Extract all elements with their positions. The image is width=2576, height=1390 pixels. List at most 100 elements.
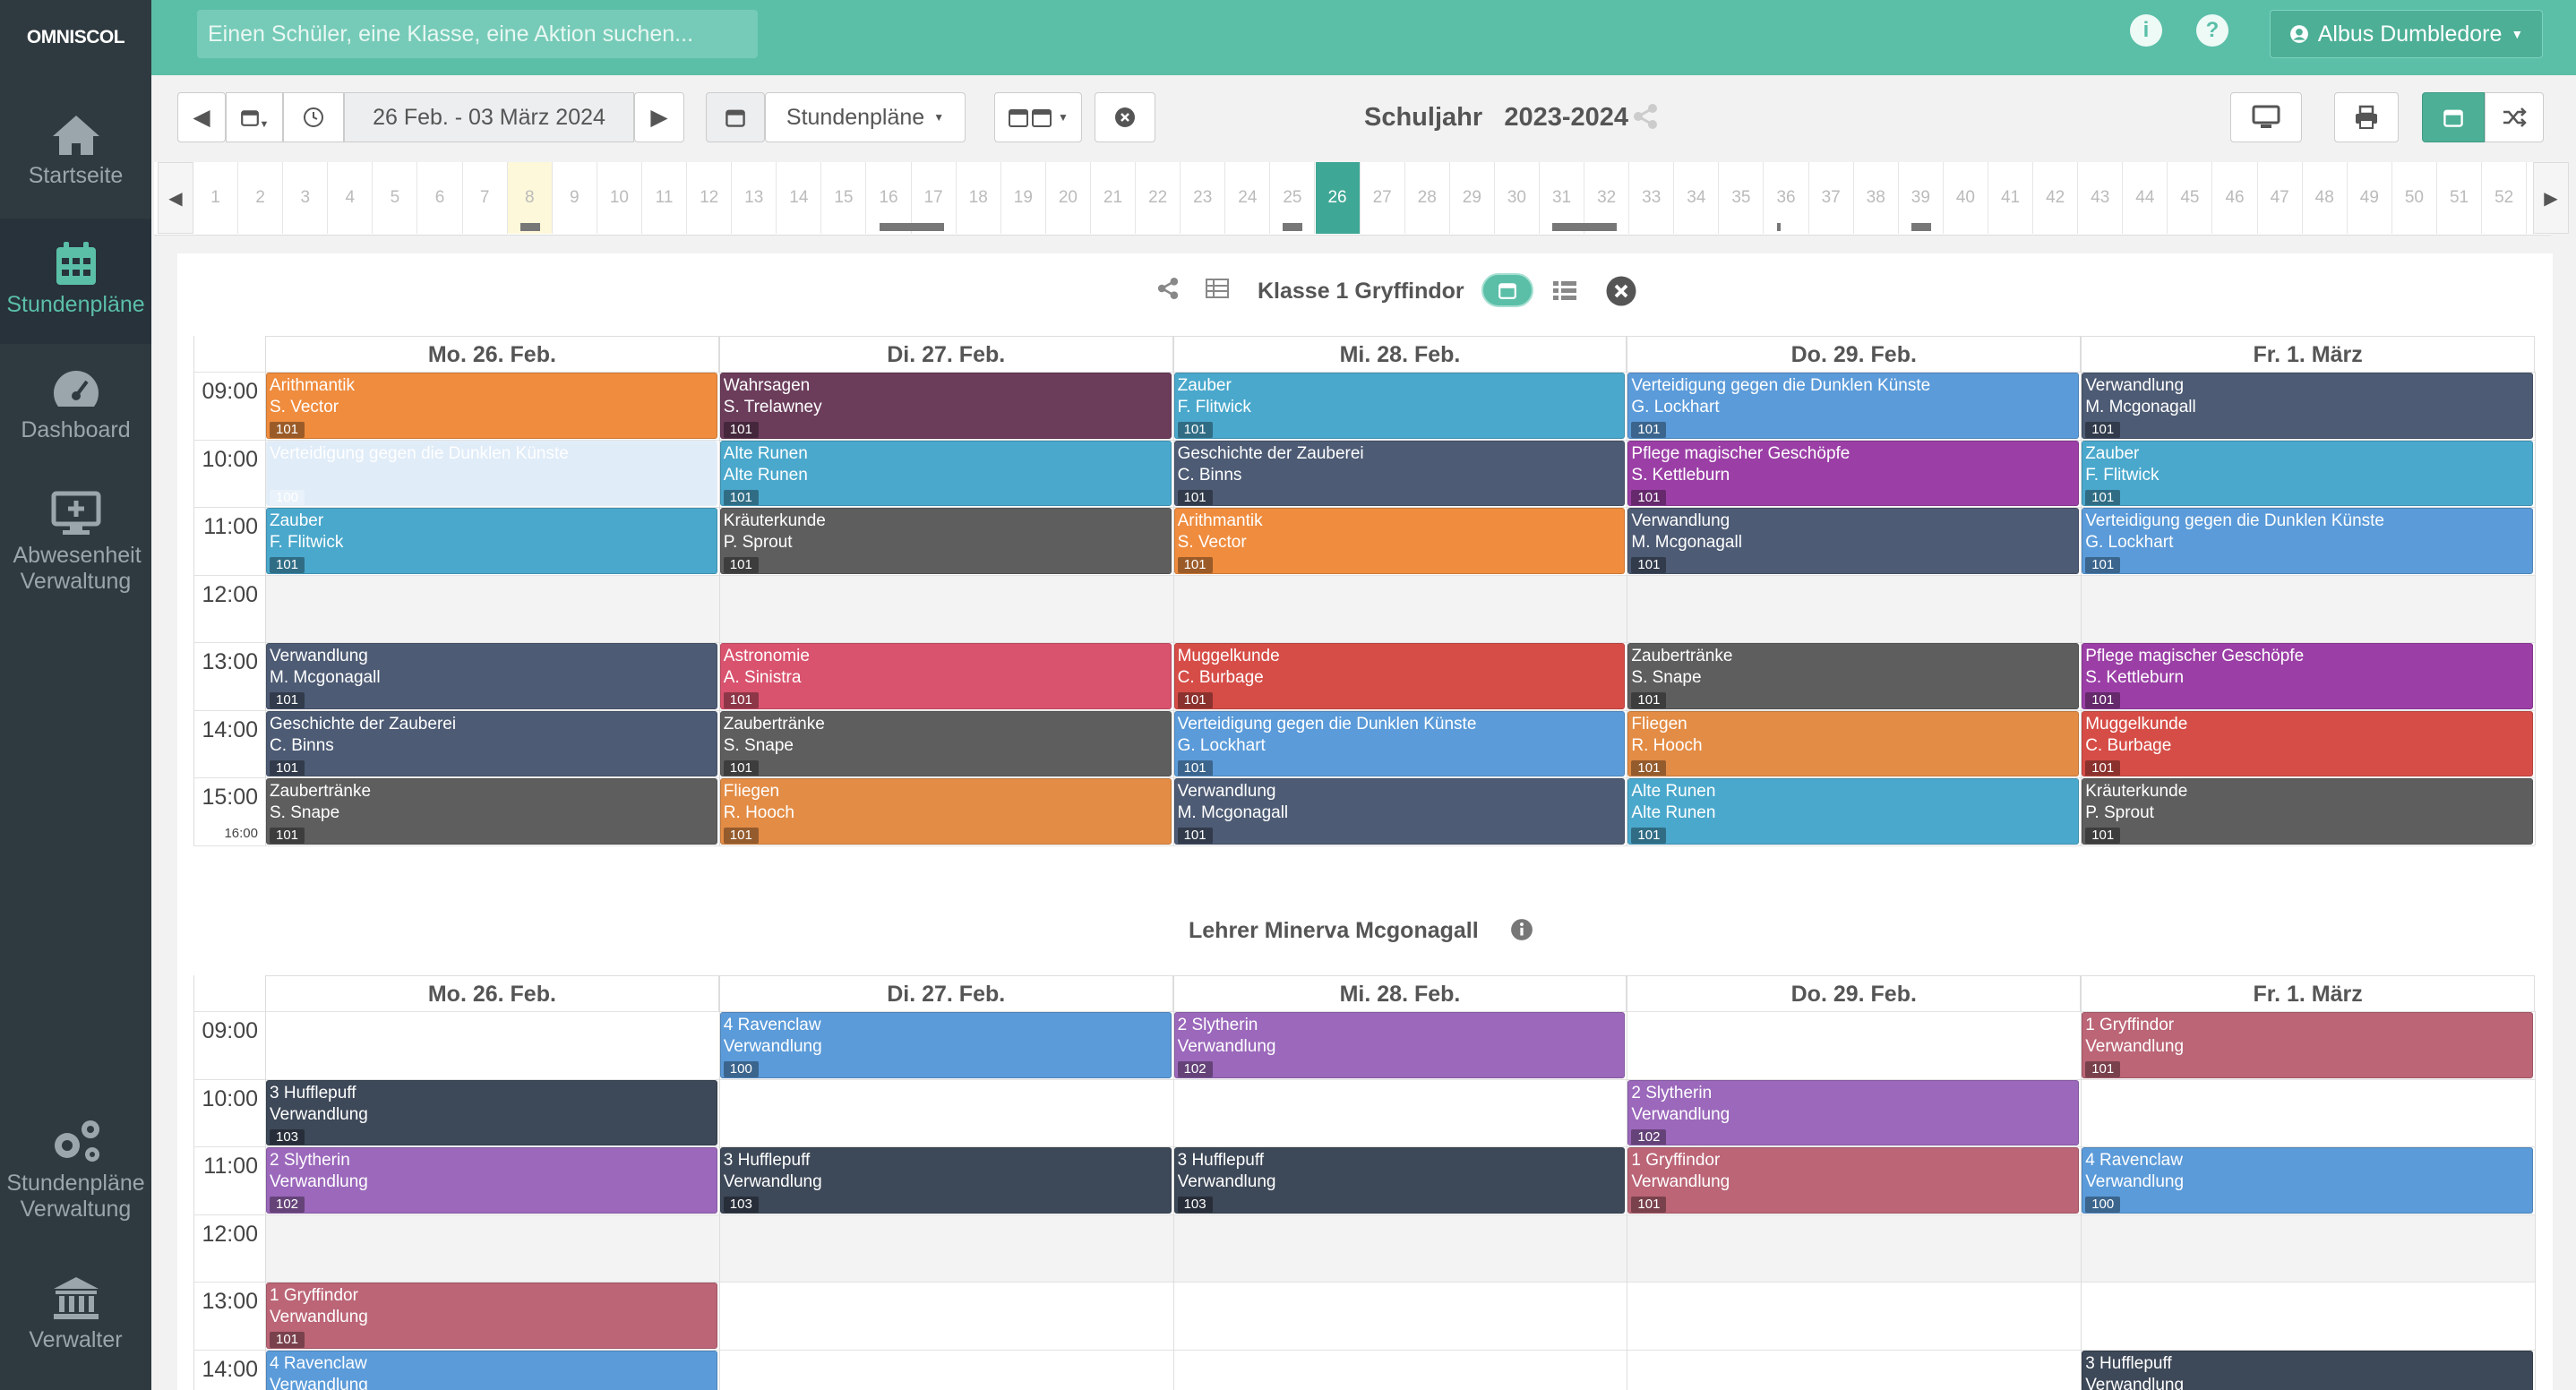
- week-4[interactable]: 4: [328, 162, 374, 234]
- week-39[interactable]: 39: [1899, 162, 1944, 234]
- timetable-event[interactable]: Muggelkunde C. Burbage 101: [2082, 710, 2533, 777]
- week-21[interactable]: 21: [1091, 162, 1137, 234]
- week-10[interactable]: 10: [597, 162, 642, 234]
- timetable-event[interactable]: Zaubertränke S. Snape 101: [719, 710, 1172, 777]
- week-34[interactable]: 34: [1674, 162, 1720, 234]
- timetable-event[interactable]: Kräuterkunde P. Sprout 101: [719, 508, 1172, 574]
- week-17[interactable]: 17: [912, 162, 957, 234]
- timetable-event[interactable]: 1 Gryffindor Verwandlung 101: [266, 1283, 717, 1349]
- timetable-event[interactable]: Alte Runen Alte Runen 101: [1627, 778, 2080, 845]
- timetable-event[interactable]: Muggelkunde C. Burbage 101: [1173, 643, 1626, 709]
- week-26[interactable]: 26: [1315, 162, 1361, 234]
- timetable-event[interactable]: Astronomie A. Sinistra 101: [719, 643, 1172, 709]
- week-30[interactable]: 30: [1495, 162, 1540, 234]
- sidebar-item-abwesenheit[interactable]: Abwesenheit Verwaltung: [0, 491, 151, 595]
- week-44[interactable]: 44: [2123, 162, 2168, 234]
- week-51[interactable]: 51: [2437, 162, 2483, 234]
- week-23[interactable]: 23: [1181, 162, 1226, 234]
- timetable-event[interactable]: Verteidigung gegen die Dunklen Künste G. …: [1627, 373, 2080, 439]
- week-43[interactable]: 43: [2078, 162, 2124, 234]
- info-icon[interactable]: [1510, 918, 1533, 941]
- shuffle-button[interactable]: [2485, 92, 2544, 142]
- timetable-event[interactable]: Zauber F. Flitwick 101: [1173, 373, 1626, 439]
- week-scroll-left-button[interactable]: ◀: [158, 162, 193, 234]
- week-11[interactable]: 11: [642, 162, 688, 234]
- timetable-event[interactable]: Geschichte der Zauberei C. Binns 101: [1173, 440, 1626, 506]
- info-icon[interactable]: i: [2130, 14, 2162, 47]
- close-all-button[interactable]: [1095, 92, 1155, 142]
- sidebar-item-stundenplaene[interactable]: Stundenpläne: [0, 219, 151, 344]
- timetable-event[interactable]: Zaubertränke S. Snape 101: [1627, 643, 2080, 709]
- close-timetable-button[interactable]: [1605, 275, 1637, 307]
- timetable-event[interactable]: 2 Slytherin Verwandlung 102: [1627, 1079, 2080, 1145]
- week-14[interactable]: 14: [777, 162, 822, 234]
- week-1[interactable]: 1: [193, 162, 239, 234]
- week-37[interactable]: 37: [1809, 162, 1854, 234]
- week-19[interactable]: 19: [1001, 162, 1046, 234]
- timetable-event[interactable]: Verteidigung gegen die Dunklen Künste G. …: [2082, 508, 2533, 574]
- week-38[interactable]: 38: [1854, 162, 1899, 234]
- week-47[interactable]: 47: [2258, 162, 2303, 234]
- timetable-event[interactable]: 2 Slytherin Verwandlung 102: [1173, 1012, 1626, 1078]
- week-41[interactable]: 41: [1988, 162, 2034, 234]
- timetable-event[interactable]: Verwandlung M. Mcgonagall 101: [1627, 508, 2080, 574]
- timetable-event[interactable]: Fliegen R. Hooch 101: [719, 778, 1172, 845]
- week-13[interactable]: 13: [732, 162, 777, 234]
- week-50[interactable]: 50: [2392, 162, 2437, 234]
- timetable-event[interactable]: 1 Gryffindor Verwandlung 101: [1627, 1147, 2080, 1214]
- share-icon[interactable]: [1633, 103, 1658, 134]
- clock-button[interactable]: [283, 92, 344, 142]
- week-28[interactable]: 28: [1405, 162, 1450, 234]
- timetable-event[interactable]: Pflege magischer Geschöpfe S. Kettleburn 1…: [2082, 643, 2533, 709]
- app-logo[interactable]: OMNISCOL: [0, 0, 151, 75]
- week-40[interactable]: 40: [1944, 162, 1988, 234]
- sidebar-item-dashboard[interactable]: Dashboard: [0, 367, 151, 443]
- help-icon[interactable]: ?: [2196, 14, 2228, 47]
- week-42[interactable]: 42: [2033, 162, 2079, 234]
- timetable-event[interactable]: Arithmantik S. Vector 101: [266, 373, 717, 439]
- view-range-dropdown[interactable]: ▼: [994, 92, 1082, 142]
- week-2[interactable]: 2: [238, 162, 284, 234]
- week-25[interactable]: 25: [1270, 162, 1316, 234]
- week-49[interactable]: 49: [2348, 162, 2392, 234]
- date-picker-button[interactable]: ▼: [226, 92, 283, 142]
- print-button[interactable]: [2334, 92, 2399, 142]
- week-15[interactable]: 15: [821, 162, 867, 234]
- week-45[interactable]: 45: [2168, 162, 2213, 234]
- timetable-event[interactable]: Wahrsagen S. Trelawney 101: [719, 373, 1172, 439]
- date-range-display[interactable]: 26 Feb. - 03 März 2024: [344, 92, 634, 142]
- next-week-button[interactable]: ▶: [634, 92, 684, 142]
- week-18[interactable]: 18: [957, 162, 1001, 234]
- timetable-event[interactable]: Verteidigung gegen die Dunklen Künste G. …: [1173, 710, 1626, 777]
- week-5[interactable]: 5: [373, 162, 418, 234]
- week-6[interactable]: 6: [418, 162, 463, 234]
- timetable-event[interactable]: Arithmantik S. Vector 101: [1173, 508, 1626, 574]
- timetable-event[interactable]: 1 Gryffindor Verwandlung 101: [2082, 1012, 2533, 1078]
- calendar-view-toggle[interactable]: [1481, 273, 1533, 307]
- week-24[interactable]: 24: [1225, 162, 1271, 234]
- timetable-type-icon-button[interactable]: [706, 92, 765, 142]
- week-29[interactable]: 29: [1450, 162, 1495, 234]
- timetable-event[interactable]: Zauber F. Flitwick 101: [266, 508, 717, 574]
- timetable-event[interactable]: Geschichte der Zauberei C. Binns 101: [266, 710, 717, 777]
- timetable-event[interactable]: Verwandlung M. Mcgonagall 101: [2082, 373, 2533, 439]
- week-33[interactable]: 33: [1629, 162, 1675, 234]
- sidebar-item-stundenplaene-verwaltung[interactable]: Stundenpläne Verwaltung: [0, 1117, 151, 1223]
- display-mode-button[interactable]: [2230, 92, 2302, 142]
- week-27[interactable]: 27: [1361, 162, 1405, 234]
- week-7[interactable]: 7: [463, 162, 508, 234]
- share-icon[interactable]: [1157, 277, 1179, 300]
- timetable-event[interactable]: Fliegen R. Hooch 101: [1627, 710, 2080, 777]
- user-menu-button[interactable]: Albus Dumbledore ▼: [2270, 10, 2543, 58]
- global-search-input[interactable]: [197, 10, 758, 58]
- week-9[interactable]: 9: [553, 162, 597, 234]
- timetable-event[interactable]: Zauber F. Flitwick 101: [2082, 440, 2533, 506]
- timetable-event[interactable]: Verwandlung M. Mcgonagall 101: [1173, 778, 1626, 845]
- timetable-type-dropdown[interactable]: Stundenpläne ▼: [765, 92, 966, 142]
- timetable-event[interactable]: Pflege magischer Geschöpfe S. Kettleburn 1…: [1627, 440, 2080, 506]
- timetable-event[interactable]: Zaubertränke S. Snape 101: [266, 778, 717, 845]
- week-22[interactable]: 22: [1136, 162, 1181, 234]
